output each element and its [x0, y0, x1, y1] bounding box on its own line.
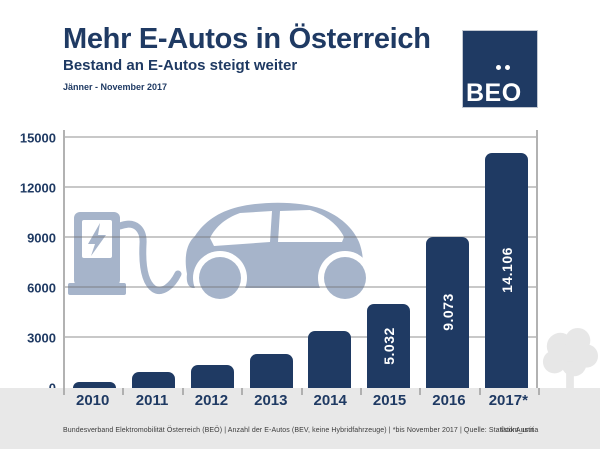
- bar-chart: 5.032 9.073 14.106: [63, 130, 538, 388]
- ev-charging-station-and-car-icon: [68, 202, 368, 305]
- beo-logo: BEO: [462, 30, 538, 108]
- footer-credit: ©com_unit: [500, 427, 534, 434]
- x-axis-ticks: [63, 388, 540, 395]
- x-axis-tick-mark: [478, 388, 481, 395]
- gridline: [65, 236, 536, 238]
- gridline: [65, 136, 536, 138]
- bar-2014: [308, 331, 352, 388]
- bar-value-label: 14.106: [498, 247, 515, 294]
- y-tick-label: 12000: [19, 180, 56, 196]
- lightning-bolt-icon: [88, 223, 106, 256]
- bar-2015: 5.032: [367, 304, 411, 388]
- tree-icon: [542, 327, 599, 391]
- y-tick-label: 15000: [19, 130, 56, 146]
- x-axis-tick-mark: [181, 388, 184, 395]
- bar-2017: 14.106: [485, 152, 529, 388]
- x-tick-label: 2016: [432, 392, 466, 409]
- x-axis-tick-mark: [241, 388, 244, 395]
- header: Mehr E-Autos in Österreich Bestand an E-…: [63, 23, 431, 93]
- x-tick-label: 2010: [76, 392, 110, 409]
- bar-2016: 9.073: [426, 236, 470, 388]
- bottom-band: [0, 388, 600, 449]
- x-axis-tick-mark: [359, 388, 362, 395]
- y-tick-label: 9000: [27, 230, 56, 246]
- page-title: Mehr E-Autos in Österreich: [63, 23, 431, 55]
- y-tick-label: 3000: [27, 330, 56, 346]
- x-axis-tick-mark: [63, 388, 65, 395]
- bar-2012: [190, 364, 234, 388]
- bar-value-label: 5.032: [380, 327, 397, 365]
- x-tick-label: 2014: [313, 392, 347, 409]
- footer-source-text: Bundesverband Elektromobilität Österreic…: [63, 427, 539, 434]
- logo-text: BEO: [466, 79, 522, 107]
- x-axis-tick-mark: [538, 388, 540, 395]
- x-axis-labels: 2010 2011 2012 2013 2014 2015 2016 2017*: [63, 392, 538, 409]
- gridline: [65, 286, 536, 288]
- gridline: [65, 186, 536, 188]
- y-tick-label: 6000: [27, 280, 56, 296]
- x-axis-tick-mark: [300, 388, 303, 395]
- page-subtitle: Bestand an E-Autos steigt weiter: [63, 57, 298, 75]
- gridline: [65, 336, 536, 338]
- bar-value-label: 9.073: [439, 293, 456, 332]
- x-tick-label: 2013: [254, 392, 288, 409]
- y-axis-labels: 03000600090001200015000: [0, 130, 56, 396]
- x-tick-label: 2012: [194, 392, 229, 409]
- x-axis-tick-mark: [419, 388, 422, 395]
- x-tick-label: 2017*: [488, 392, 528, 409]
- bar-2010: [72, 382, 116, 388]
- bar-2013: [249, 353, 293, 388]
- bar-2011: [131, 371, 175, 388]
- x-tick-label: 2015: [372, 392, 407, 409]
- date-range: Jänner - November 2017: [63, 82, 168, 93]
- logo-umlaut-dots: [496, 65, 510, 70]
- x-tick-label: 2011: [135, 392, 169, 409]
- bars: 5.032 9.073 14.106: [65, 130, 536, 388]
- x-axis-tick-mark: [122, 388, 125, 395]
